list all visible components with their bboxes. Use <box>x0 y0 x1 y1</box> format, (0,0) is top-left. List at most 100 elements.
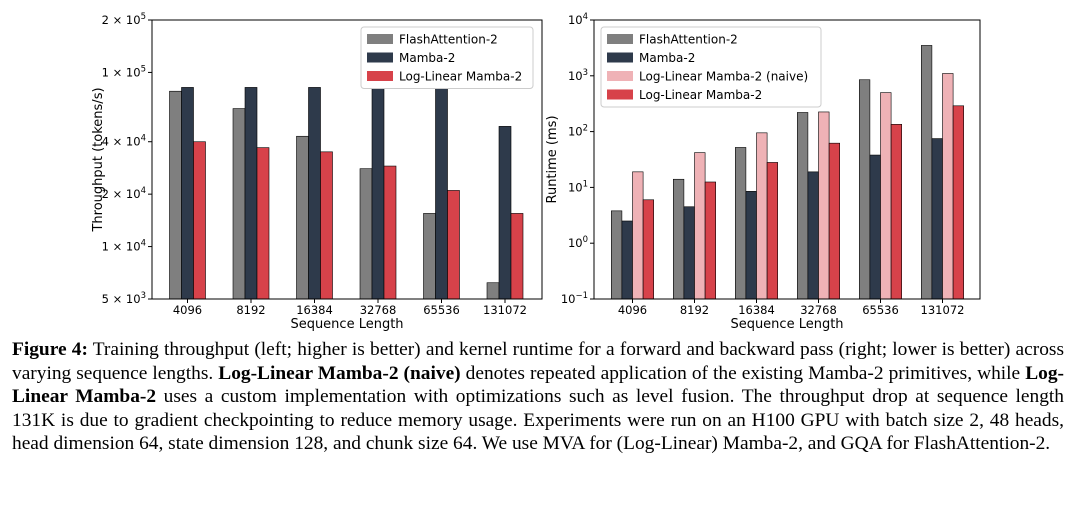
legend-swatch <box>607 52 633 63</box>
bar <box>818 111 830 300</box>
chart-panel-1: 2 × 105 1 × 105 4 × 104 2 × 104 1 × 104 5 × 1… <box>91 12 543 332</box>
y-tick-label: 1 × 105 <box>102 64 146 79</box>
caption-bold-naive: Log-Linear Mamba-2 (naive) <box>218 362 461 384</box>
bar <box>359 168 373 300</box>
legend-label: Mamba-2 <box>639 51 695 65</box>
bar <box>632 171 644 300</box>
legend-label: FlashAttention-2 <box>639 33 738 47</box>
x-axis-label: Sequence Length <box>730 317 843 332</box>
y-tick-label: 10−1 <box>561 291 588 306</box>
plot-frame <box>151 19 543 300</box>
legend-swatch <box>607 71 633 81</box>
bar <box>745 191 757 300</box>
bar <box>807 171 819 300</box>
y-tick-label: 101 <box>568 179 588 194</box>
legend-swatch <box>607 89 633 100</box>
y-tick-label: 2 × 105 <box>102 12 146 27</box>
bar <box>435 87 448 300</box>
bar <box>704 181 716 300</box>
bar <box>952 105 964 300</box>
chart-panel-2: 104 103 102 101 100 10−1 4096 8192 16384 32768 655… <box>545 12 981 332</box>
bar <box>383 165 397 300</box>
x-tick-label: 16384 <box>738 303 775 317</box>
y-tick-label: 103 <box>568 68 588 83</box>
legend-label: Log-Linear Mamba-2 <box>639 88 762 102</box>
bar <box>486 282 500 300</box>
y-tick-label: 1 × 104 <box>102 239 146 254</box>
legend-label: Log-Linear Mamba-2 <box>399 70 522 84</box>
caption-text-2: denotes repeated application of the exis… <box>460 362 1026 384</box>
bar <box>232 108 246 300</box>
y-tick-label: 2 × 104 <box>102 186 146 201</box>
bar <box>756 132 768 300</box>
x-tick-label: 8192 <box>236 303 265 317</box>
bar <box>244 87 258 300</box>
caption-bold-loglinear: Log-Linear Mamba-2 <box>12 362 1064 408</box>
x-tick-label: 4096 <box>173 303 202 317</box>
bar <box>498 126 512 300</box>
bar <box>828 142 840 300</box>
bar <box>683 206 695 300</box>
x-tick-label: 16384 <box>296 303 333 317</box>
legend: FlashAttention-2 Mamba-2 Log-Linear Mamba-… <box>360 26 534 89</box>
bar <box>880 92 892 300</box>
bar <box>920 45 933 300</box>
y-tick-label: 5 × 103 <box>102 291 146 306</box>
bar <box>734 147 747 300</box>
bar <box>621 220 633 300</box>
bar <box>642 199 654 300</box>
bar <box>858 79 871 300</box>
legend-swatch <box>367 52 393 63</box>
y-tick-label: 102 <box>568 124 588 139</box>
bar <box>796 112 809 300</box>
bar <box>296 135 309 300</box>
y-axis-label: Throughput (tokens/s) <box>91 87 106 232</box>
x-tick-label: 131072 <box>921 303 965 317</box>
legend: FlashAttention-2 Mamba-2 Log-Linear Mamba-… <box>600 26 822 108</box>
x-tick-label: 65536 <box>423 303 460 317</box>
bar <box>320 151 333 300</box>
bar <box>510 213 524 300</box>
y-axis-label: Runtime (ms) <box>545 115 560 203</box>
bar <box>423 213 436 300</box>
x-tick-label: 4096 <box>618 303 647 317</box>
legend-label: Mamba-2 <box>399 51 455 65</box>
figure-caption: Figure 4: Training throughput (left; hig… <box>12 338 1064 456</box>
bar <box>890 124 902 300</box>
bar <box>610 210 623 300</box>
y-tick-label: 4 × 104 <box>102 134 146 149</box>
caption-text-3: uses a custom implementation with optimi… <box>12 386 1064 455</box>
x-tick-label: 32768 <box>800 303 837 317</box>
bar <box>942 73 954 300</box>
legend-label: FlashAttention-2 <box>399 33 498 47</box>
bar <box>766 162 778 300</box>
y-tick-label: 100 <box>568 235 588 250</box>
x-tick-label: 131072 <box>483 303 527 317</box>
y-tick-label: 104 <box>568 12 588 27</box>
bar <box>672 178 685 300</box>
bar <box>447 190 460 300</box>
bar <box>371 87 385 300</box>
legend-swatch <box>367 71 393 81</box>
bar <box>694 152 706 300</box>
x-tick-label: 8192 <box>680 303 709 317</box>
figure-charts: 2 × 105 1 × 105 4 × 104 2 × 104 1 × 104 5 × 1… <box>91 12 981 332</box>
x-tick-label: 65536 <box>862 303 899 317</box>
x-axis-label: Sequence Length <box>290 317 403 332</box>
bar <box>869 154 881 300</box>
x-tick-label: 32768 <box>360 303 397 317</box>
legend-label: Log-Linear Mamba-2 (naive) <box>639 70 808 84</box>
caption-label: Figure 4: <box>12 339 88 360</box>
bar <box>256 147 270 300</box>
bar <box>181 87 194 300</box>
legend-swatch <box>607 34 633 44</box>
legend-box <box>360 26 534 89</box>
bar <box>169 90 182 300</box>
bar <box>193 141 206 300</box>
bar <box>931 138 943 300</box>
legend-box <box>600 26 822 108</box>
bar <box>308 87 321 300</box>
legend-swatch <box>367 34 393 44</box>
caption-text-1: Training throughput (left; higher is bet… <box>12 339 1064 384</box>
plot-frame <box>593 19 981 300</box>
